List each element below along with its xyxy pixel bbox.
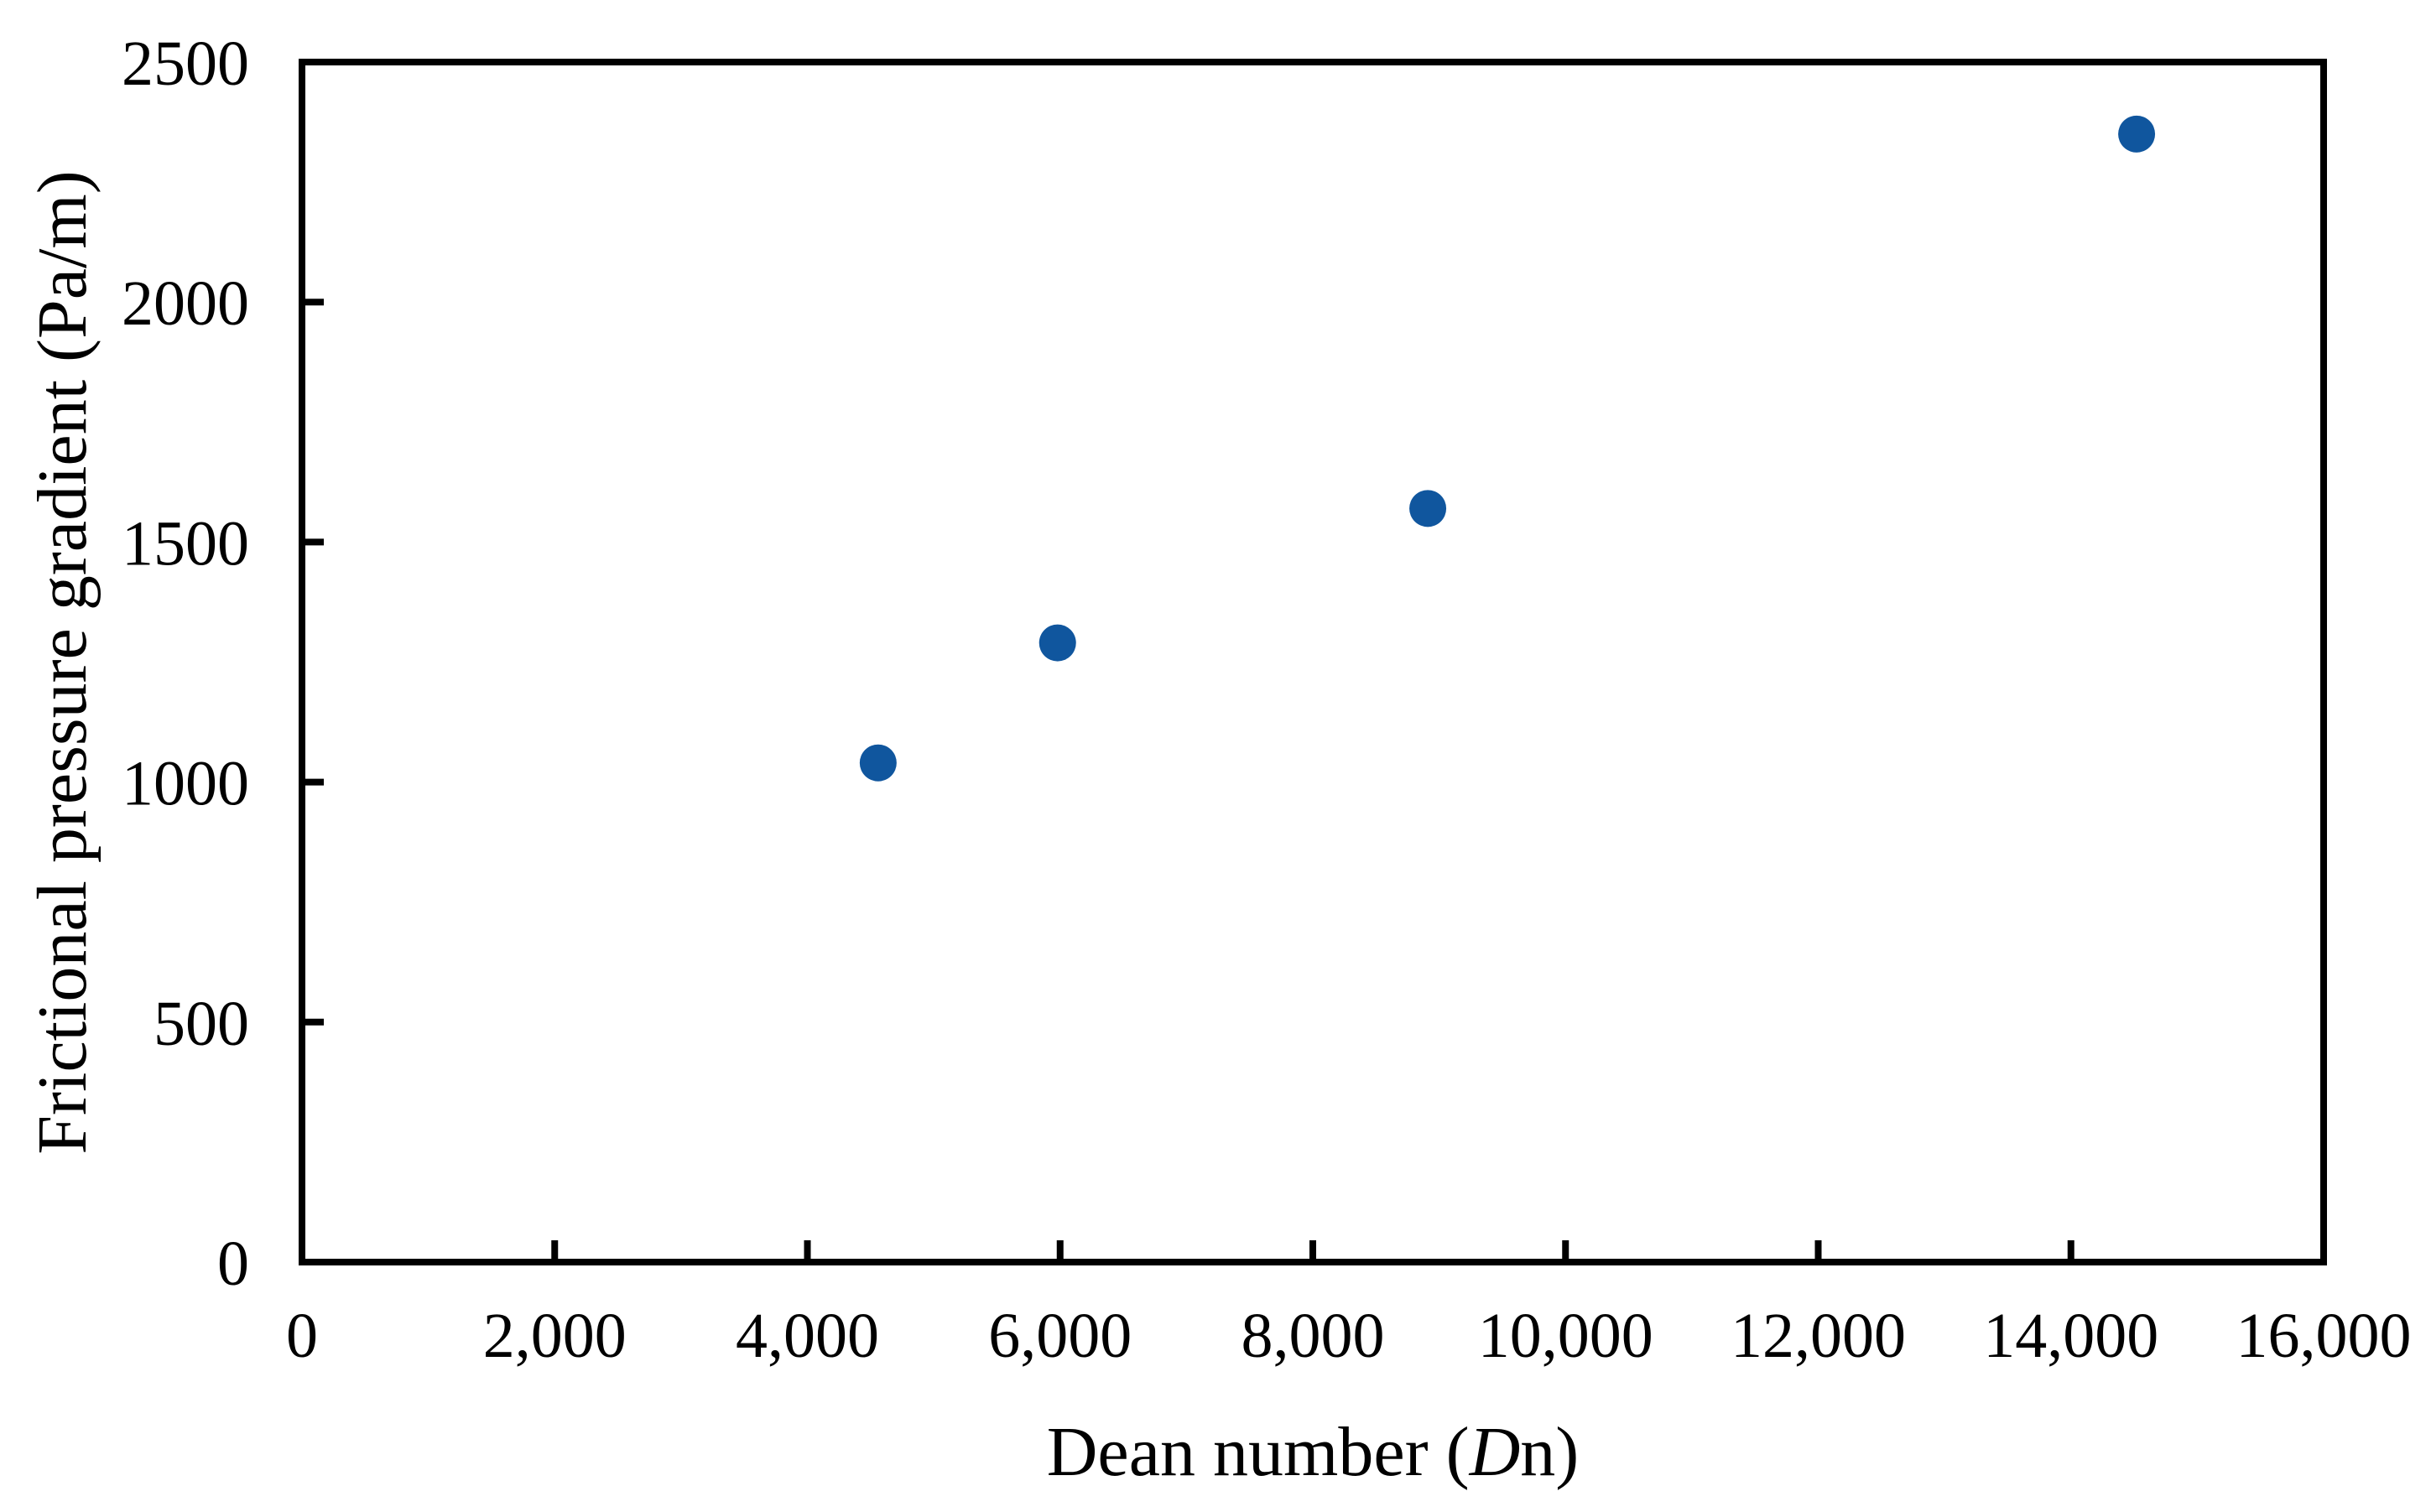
y-axis-tick-label: 1500 — [122, 508, 249, 579]
x-axis-title-prefix: Dean number ( — [1046, 1413, 1470, 1491]
data-point — [2118, 115, 2156, 153]
x-axis-tick-label: 10,000 — [1478, 1301, 1653, 1371]
x-axis-tick-label: 8,000 — [1242, 1301, 1385, 1371]
data-point — [859, 744, 897, 782]
x-axis-tick-label: 12,000 — [1731, 1301, 1906, 1371]
plot-border — [299, 59, 2327, 1265]
x-axis-title-italic-d: D — [1469, 1413, 1521, 1491]
y-axis-tick-label: 0 — [217, 1229, 249, 1299]
data-point — [1039, 624, 1076, 662]
y-axis-tick-label: 500 — [154, 989, 249, 1059]
data-point — [1409, 490, 1447, 527]
y-axis-tick-label: 2500 — [122, 29, 249, 99]
x-axis-tick-label: 2,000 — [483, 1301, 627, 1371]
x-axis-title-suffix: n) — [1520, 1413, 1580, 1491]
y-axis-tick-label: 2000 — [122, 268, 249, 339]
x-axis-tick-label: 16,000 — [2236, 1301, 2412, 1371]
x-axis-tick-label: 14,000 — [1983, 1301, 2158, 1371]
x-axis-tick-label: 6,000 — [988, 1301, 1132, 1371]
x-axis-tick-label: 4,000 — [736, 1301, 879, 1371]
x-axis-title: Dean number (Dn) — [302, 1413, 2324, 1491]
y-axis-title: Frictional pressure gradient (Pa/m) — [23, 170, 102, 1155]
x-axis-tick-label: 0 — [286, 1301, 318, 1371]
y-axis-tick-label: 1000 — [122, 749, 249, 819]
